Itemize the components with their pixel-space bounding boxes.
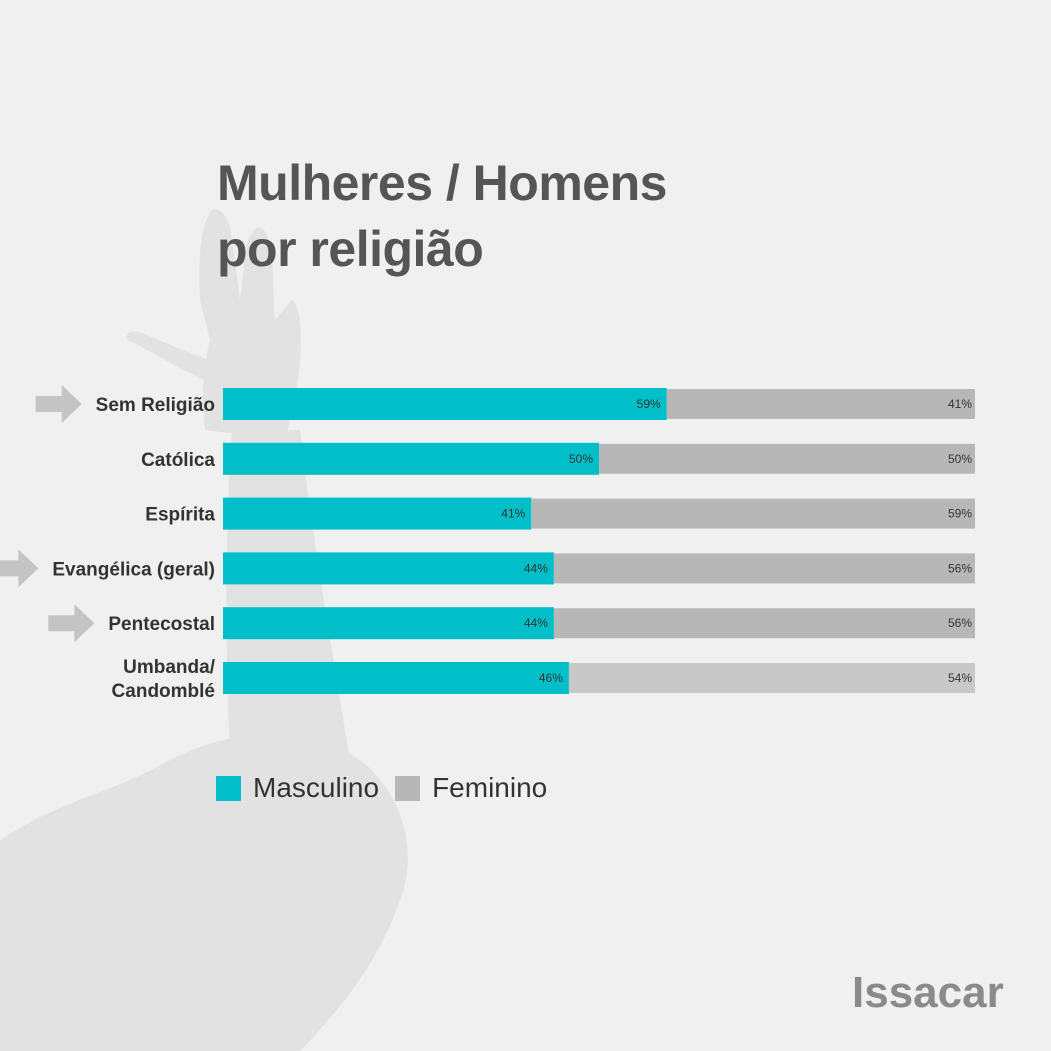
data-label-masculino: 44% <box>524 616 548 630</box>
data-label-feminino: 41% <box>948 397 972 411</box>
bar-masculino <box>223 388 667 420</box>
data-label-feminino: 56% <box>948 561 972 575</box>
chart-title-line-2: por religião <box>217 221 484 277</box>
bar-feminino <box>666 389 975 419</box>
data-label-masculino: 41% <box>501 507 525 521</box>
legend-label-feminino: Feminino <box>432 772 548 803</box>
bar-masculino <box>223 662 569 694</box>
data-label-feminino: 56% <box>948 616 972 630</box>
bar-feminino <box>531 498 975 529</box>
data-label-masculino: 50% <box>569 452 593 466</box>
legend-item-masculino: Masculino <box>216 772 379 804</box>
data-label-masculino: 44% <box>524 561 548 575</box>
bar-feminino <box>599 443 975 474</box>
category-label: Umbanda/Candomblé <box>112 657 216 702</box>
data-label-feminino: 59% <box>948 507 972 521</box>
brand-logo: Issacar <box>852 968 1004 1017</box>
legend-swatch-masculino <box>216 775 241 801</box>
category-label: Sem Religião <box>96 395 215 416</box>
chart-legend: Masculino Feminino <box>216 772 563 804</box>
bar-masculino <box>223 442 599 475</box>
data-label-masculino: 46% <box>539 671 563 685</box>
bar-masculino <box>223 552 554 585</box>
arrow-right-icon <box>0 549 39 588</box>
category-label: Pentecostal <box>108 614 215 635</box>
bar-feminino <box>553 608 975 639</box>
legend-label-masculino: Masculino <box>253 772 380 803</box>
data-label-feminino: 50% <box>948 452 972 466</box>
bar-masculino <box>223 607 554 640</box>
category-label: Espírita <box>145 505 215 526</box>
legend-item-feminino: Feminino <box>395 772 547 804</box>
category-label: Católica <box>141 450 215 471</box>
legend-swatch-feminino <box>395 775 421 801</box>
data-label-feminino: 54% <box>948 671 972 685</box>
data-label-masculino: 59% <box>637 397 661 411</box>
arrow-right-icon <box>48 604 95 643</box>
chart-title-line-1: Mulheres / Homens <box>217 155 667 211</box>
chart-title: Mulheres / Homens por religião <box>217 150 667 282</box>
category-label: Evangélica (geral) <box>52 559 215 580</box>
bar-feminino <box>553 553 975 584</box>
bar-feminino <box>568 663 975 693</box>
arrow-right-icon <box>35 385 82 423</box>
bar-masculino <box>223 497 532 530</box>
